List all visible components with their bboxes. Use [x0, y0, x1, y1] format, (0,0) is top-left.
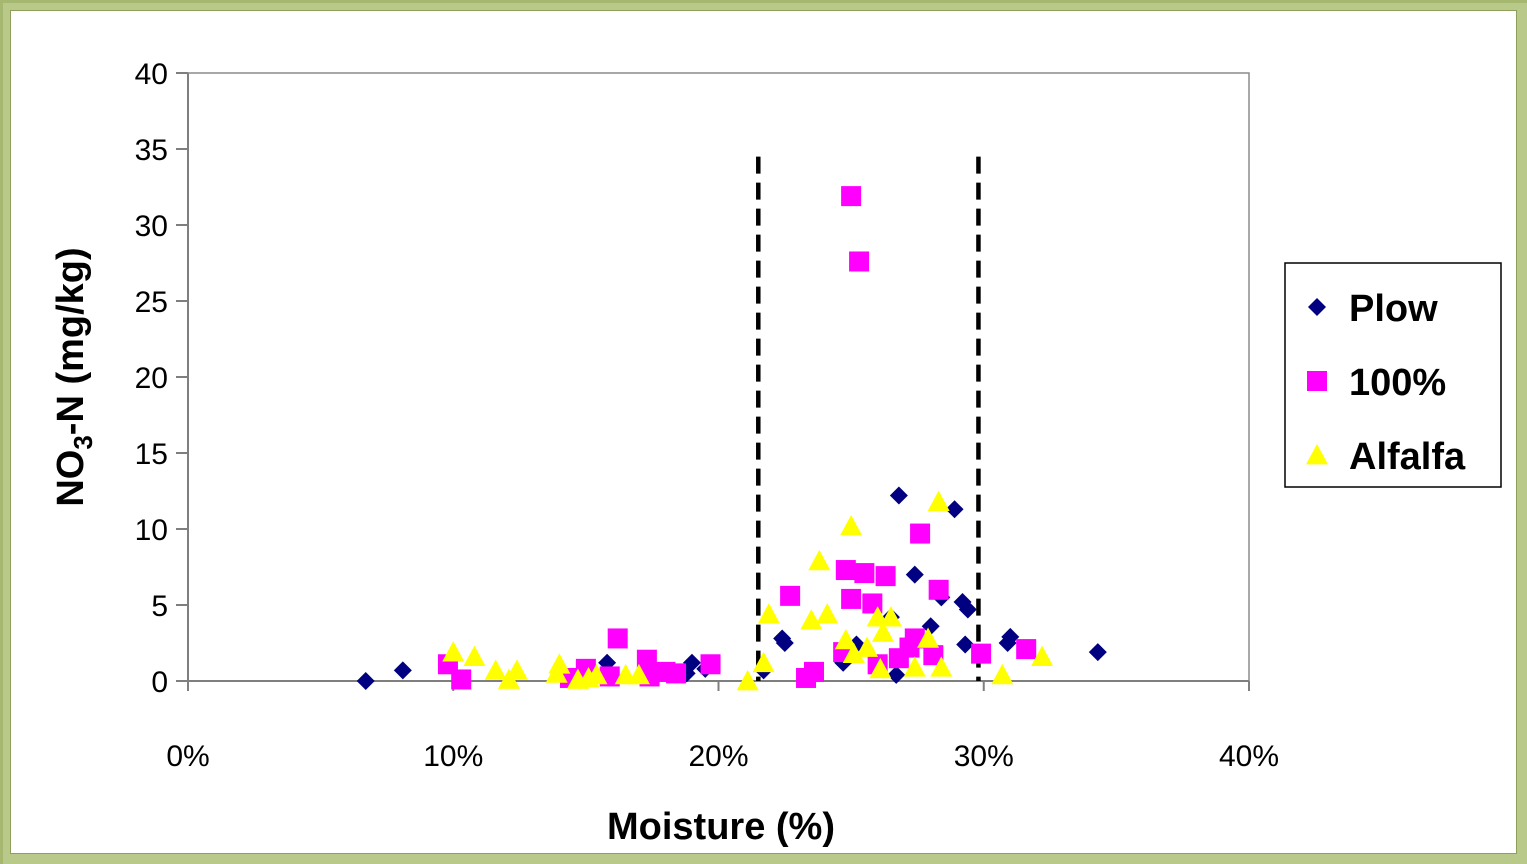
- y-axis-title-subscript: 3: [68, 435, 98, 449]
- square-point: [451, 669, 472, 690]
- y-tick-label: 15: [135, 438, 168, 471]
- y-axis-title-rest: -N (mg/kg): [50, 247, 92, 435]
- square-point: [971, 643, 992, 664]
- triangle-point: [1031, 645, 1054, 667]
- triangle-point: [879, 606, 902, 627]
- triangle-point: [816, 603, 839, 624]
- triangle-point: [842, 642, 865, 663]
- diamond-point: [393, 661, 412, 680]
- triangle-point: [869, 657, 892, 679]
- diamond-point: [682, 653, 701, 672]
- y-tick-label: 0: [151, 666, 168, 699]
- legend-label: Plow: [1349, 288, 1438, 330]
- x-tick-label: 40%: [1219, 740, 1279, 773]
- triangle-point: [548, 653, 571, 674]
- diamond-point: [1088, 643, 1107, 662]
- triangle-point: [927, 490, 950, 511]
- legend: Plow 100% Alfalfa: [1284, 262, 1502, 488]
- diamond-point: [945, 500, 964, 519]
- diamond-point: [958, 600, 977, 619]
- y-axis-title-main: NO: [50, 450, 92, 507]
- square-point: [636, 649, 657, 670]
- diamond-point: [775, 634, 794, 652]
- square-point: [849, 251, 870, 272]
- triangle-point: [800, 609, 823, 630]
- square-point: [666, 663, 687, 684]
- series-alfalfa: [442, 490, 1054, 691]
- triangle-point: [840, 514, 863, 536]
- square-point: [928, 579, 949, 600]
- legend-label: 100%: [1349, 362, 1446, 404]
- y-tick-label: 40: [135, 58, 168, 91]
- square-point: [841, 588, 862, 609]
- series-100-: [437, 186, 1037, 690]
- triangle-point: [903, 656, 926, 677]
- y-tick-label: 30: [135, 210, 168, 243]
- square-point: [841, 186, 862, 207]
- scatter-chart: 0 5 10 15 20 25 30 35 40 0% 10% 20% 30% 40% Moisture …: [50, 58, 1502, 848]
- x-tick-label: 30%: [954, 740, 1014, 773]
- diamond-point: [956, 635, 975, 654]
- legend-label: Alfalfa: [1349, 436, 1466, 478]
- triangle-point: [505, 659, 528, 680]
- diamond-point: [887, 665, 906, 684]
- legend-square-icon: [1307, 371, 1327, 391]
- square-point: [607, 628, 628, 649]
- diamond-point: [889, 486, 908, 505]
- triangle-point: [808, 549, 831, 571]
- x-tick-label: 0%: [166, 740, 209, 773]
- diamond-point: [905, 565, 924, 584]
- triangle-point: [930, 656, 953, 677]
- legend-triangle-icon: [1306, 444, 1328, 465]
- square-point: [875, 566, 896, 587]
- triangle-point: [752, 651, 775, 673]
- y-tick-label: 10: [135, 514, 168, 547]
- triangle-point: [856, 636, 879, 657]
- y-tick-label: 20: [135, 362, 168, 395]
- legend-diamond-icon: [1308, 298, 1326, 316]
- square-point: [803, 661, 824, 682]
- triangle-point: [917, 627, 940, 648]
- square-point: [910, 523, 931, 544]
- square-point: [1016, 639, 1037, 660]
- square-point: [923, 645, 944, 666]
- square-point: [780, 585, 801, 606]
- y-tick-label: 5: [151, 590, 168, 623]
- triangle-point: [442, 641, 465, 662]
- triangle-point: [484, 659, 507, 680]
- y-axis-title: NO3-N (mg/kg): [50, 247, 98, 506]
- square-point: [854, 563, 875, 584]
- data-points: [356, 186, 1107, 691]
- triangle-point: [871, 621, 894, 642]
- triangle-point: [834, 628, 857, 650]
- triangle-point: [991, 663, 1014, 685]
- diamond-point: [921, 617, 940, 636]
- axes: 0 5 10 15 20 25 30 35 40 0% 10% 20% 30% 40%: [135, 58, 1279, 773]
- chart-panel: 0 5 10 15 20 25 30 35 40 0% 10% 20% 30% 40% Moisture …: [10, 10, 1517, 854]
- triangle-point: [627, 663, 650, 685]
- x-tick-label: 10%: [423, 740, 483, 773]
- triangle-point: [463, 645, 486, 667]
- y-tick-label: 35: [135, 134, 168, 167]
- reference-lines: [756, 156, 981, 681]
- plot-border: [187, 72, 1250, 682]
- diamond-point: [356, 672, 375, 690]
- x-axis-title: Moisture (%): [607, 806, 835, 848]
- triangle-point: [736, 670, 759, 691]
- y-tick-label: 25: [135, 286, 168, 319]
- triangle-point: [585, 663, 608, 685]
- plot-area: [187, 72, 1250, 682]
- triangle-point: [757, 603, 780, 624]
- diamond-point: [1001, 627, 1020, 646]
- square-point: [700, 654, 721, 675]
- x-tick-label: 20%: [688, 740, 748, 773]
- square-point: [835, 560, 856, 581]
